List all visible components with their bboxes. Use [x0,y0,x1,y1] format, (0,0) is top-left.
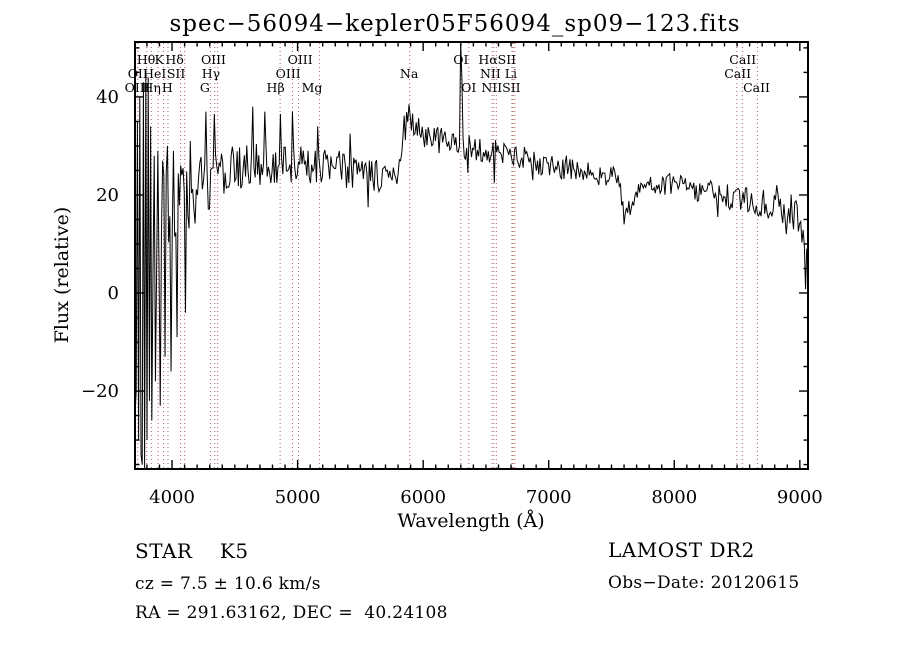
cz-text: cz = 7.5 ± 10.6 km/s [135,574,321,594]
spectral-line-label: G [200,80,210,95]
spectral-line-label: CaII [724,66,751,81]
spectral-line-label: Hγ [202,66,220,81]
spectral-line-label: CaII [729,52,756,67]
obs-date-text: Obs−Date: 20120615 [608,573,800,593]
y-tick-label: 0 [108,283,119,304]
x-tick-label: 8000 [651,487,697,508]
spectral-line-label: OIII [288,52,313,67]
spectral-line-label: CaII [743,80,770,95]
spectral-line-label: K [155,52,165,67]
spectral-line-markers [137,43,758,468]
spectral-line-label: OI [461,80,476,95]
x-tick-label: 4000 [149,487,195,508]
spectral-line-label: Hβ [267,80,285,95]
spectral-line-label: HαSII [478,52,516,67]
x-tick-label: 6000 [400,487,446,508]
y-tick-label: 40 [96,87,119,108]
survey-release-text: LAMOST DR2 [608,538,755,562]
x-axis-label: Wavelength (Å) [397,510,544,532]
y-axis-label: Flux (relative) [51,207,73,344]
spectral-line-label: SII [167,66,186,81]
x-tick-label: 5000 [275,487,321,508]
spectral-line-label: OIII [276,66,301,81]
spectrum-curve-group [135,42,808,469]
spectral-line-label: NII Li [480,66,517,81]
spectral-line-label: NIISII [481,80,520,95]
spectral-line-label: OII [128,66,148,81]
spectral-line-label: H [162,80,173,95]
plot-frame [134,41,809,470]
spectral-line-label: Mg [302,80,323,95]
spectrum-curve [135,42,808,469]
spectral-line-label: Hδ [165,52,183,67]
axis-tick-labels: 4000 5000 6000 7000 8000 9000 −20 0 20 40 [81,87,823,508]
spectral-line-label: OIII [201,52,226,67]
ra-dec-text: RA = 291.63162, DEC = 40.24108 [135,603,448,623]
y-tick-label: 20 [96,185,119,206]
x-tick-label: 9000 [777,487,823,508]
spectral-line-label: Hη [143,80,161,95]
plot-title: spec−56094−kepler05F56094_sp09−123.fits [169,11,741,37]
spectral-line-label: Na [400,66,419,81]
spectral-line-label: Hθ [137,52,155,67]
class-type-text: STAR K5 [135,539,249,563]
y-tick-label: −20 [81,381,119,402]
spectral-line-label: HeI [143,66,166,81]
plot-axes [134,41,809,470]
x-tick-label: 7000 [526,487,572,508]
